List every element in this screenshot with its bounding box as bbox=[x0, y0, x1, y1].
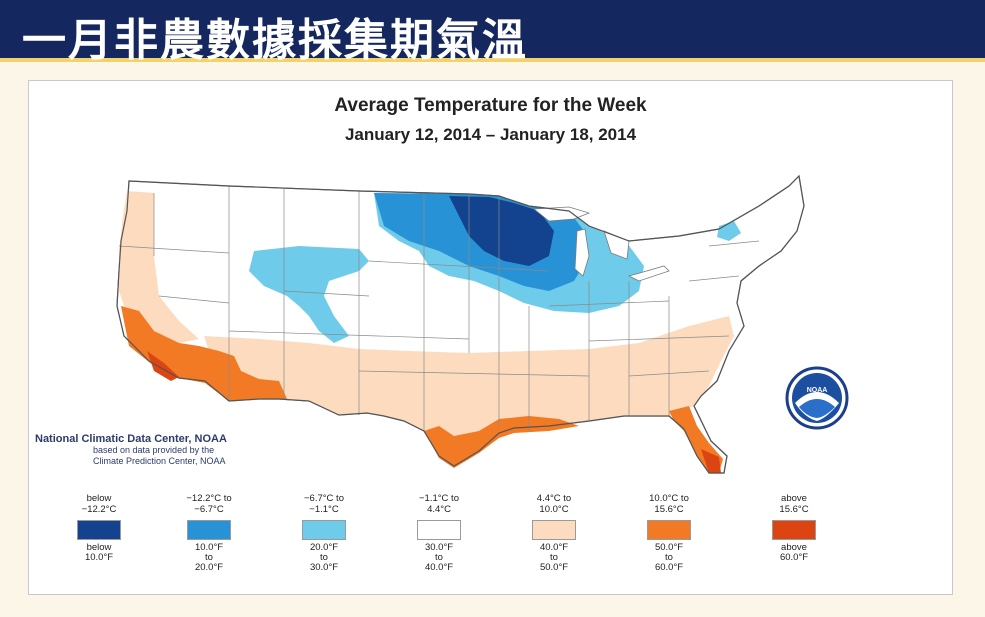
legend-fahrenheit: 50.0°F to 60.0°F bbox=[654, 542, 684, 573]
legend-swatch bbox=[77, 520, 121, 540]
region-rockies-cold bbox=[249, 246, 369, 343]
region-south-florida-hot bbox=[701, 449, 721, 473]
legend-item: −12.2°C to −6.7°C 10.0°F to 20.0°F bbox=[154, 493, 264, 573]
credit-note-1: based on data provided by the bbox=[93, 445, 215, 455]
legend-item: above 15.6°C above 60.0°F bbox=[739, 493, 849, 563]
legend-celsius: above 15.6°C bbox=[779, 493, 809, 515]
legend-fahrenheit: 10.0°F to 20.0°F bbox=[194, 542, 224, 573]
legend-celsius: 4.4°C to 10.0°C bbox=[536, 493, 572, 515]
credit-source: National Climatic Data Center, NOAA bbox=[35, 433, 227, 445]
legend-item: −1.1°C to 4.4°C 30.0°F to 40.0°F bbox=[384, 493, 494, 573]
region-south-peach bbox=[204, 316, 734, 466]
legend-swatch bbox=[417, 520, 461, 540]
lake-superior bbox=[532, 206, 591, 222]
legend-fahrenheit: below 10.0°F bbox=[84, 542, 114, 563]
region-minnesota-coldest bbox=[449, 196, 554, 266]
legend-item: 10.0°C to 15.6°C 50.0°F to 60.0°F bbox=[614, 493, 724, 573]
map-title: Average Temperature for the Week bbox=[334, 95, 647, 116]
legend-item: −6.7°C to −1.1°C 20.0°F to 30.0°F bbox=[269, 493, 379, 573]
temperature-legend: below −12.2°C below 10.0°F −12.2°C to −6… bbox=[29, 493, 952, 593]
legend-item: below −12.2°C below 10.0°F bbox=[44, 493, 154, 563]
credit-note-2: Climate Prediction Center, NOAA bbox=[93, 456, 226, 466]
legend-celsius: 10.0°C to 15.6°C bbox=[649, 493, 689, 515]
legend-swatch bbox=[187, 520, 231, 540]
legend-celsius: −12.2°C to −6.7°C bbox=[186, 493, 232, 515]
legend-swatch bbox=[532, 520, 576, 540]
data-credit: National Climatic Data Center, NOAA base… bbox=[35, 433, 227, 467]
region-southwest-warm bbox=[121, 306, 287, 401]
legend-fahrenheit: above 60.0°F bbox=[779, 542, 809, 563]
legend-celsius: −6.7°C to −1.1°C bbox=[304, 493, 344, 515]
region-pacific-coast-cool bbox=[119, 191, 199, 343]
legend-celsius: below −12.2°C bbox=[81, 493, 117, 515]
region-maine-cold bbox=[717, 221, 741, 241]
legend-celsius: −1.1°C to 4.4°C bbox=[419, 493, 459, 515]
legend-item: 4.4°C to 10.0°C 40.0°F to 50.0°F bbox=[499, 493, 609, 573]
region-gulf-warm bbox=[424, 416, 579, 468]
legend-fahrenheit: 30.0°F to 40.0°F bbox=[424, 542, 454, 573]
us-border-line bbox=[116, 174, 805, 474]
state-borders bbox=[118, 186, 760, 431]
noaa-emblem-icon: NOAA bbox=[785, 366, 849, 430]
legend-fahrenheit: 40.0°F to 50.0°F bbox=[539, 542, 569, 573]
noaa-logo: NOAA bbox=[777, 363, 857, 433]
legend-swatch bbox=[647, 520, 691, 540]
legend-swatch bbox=[302, 520, 346, 540]
title-banner: 一月非農數據採集期氣溫 bbox=[0, 0, 985, 66]
legend-swatch bbox=[772, 520, 816, 540]
us-temperature-map bbox=[116, 174, 805, 474]
map-panel: Average Temperature for the Week January… bbox=[28, 80, 953, 595]
map-date-range: January 12, 2014 – January 18, 2014 bbox=[344, 125, 637, 144]
slide-title: 一月非農數據採集期氣溫 bbox=[22, 15, 528, 66]
legend-fahrenheit: 20.0°F to 30.0°F bbox=[309, 542, 339, 573]
lake-erie bbox=[627, 265, 670, 282]
noaa-logo-text: NOAA bbox=[807, 387, 828, 394]
lake-michigan bbox=[574, 228, 590, 277]
